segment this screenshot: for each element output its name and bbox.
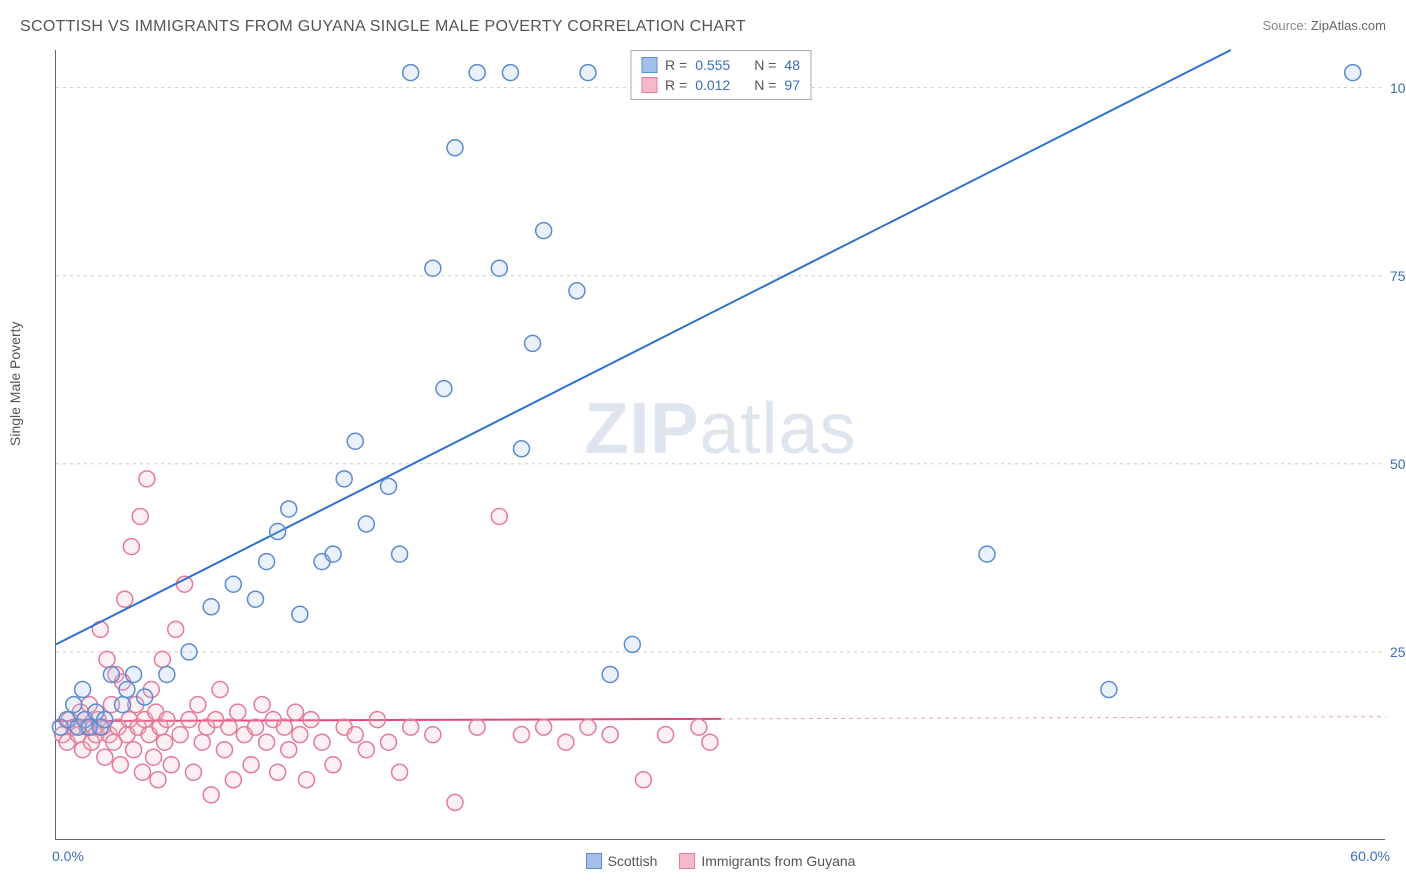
chart-title: SCOTTISH VS IMMIGRANTS FROM GUYANA SINGL… xyxy=(20,18,746,36)
y-tick-label: 50.0% xyxy=(1390,456,1406,472)
r-value-scottish: 0.555 xyxy=(695,57,730,73)
r-value-guyana: 0.012 xyxy=(695,77,730,93)
swatch-scottish-icon xyxy=(586,853,602,869)
x-tick-label: 60.0% xyxy=(1350,848,1390,864)
swatch-guyana xyxy=(641,77,657,93)
swatch-guyana-icon xyxy=(679,853,695,869)
y-tick-label: 75.0% xyxy=(1390,268,1406,284)
y-axis-label: Single Male Poverty xyxy=(7,321,23,446)
source-label: Source: xyxy=(1262,18,1310,33)
legend-row-guyana: R = 0.012 N = 97 xyxy=(641,75,800,95)
legend-label-guyana: Immigrants from Guyana xyxy=(701,853,855,869)
r-label: R = xyxy=(665,77,687,93)
series-legend: Scottish Immigrants from Guyana xyxy=(586,853,856,869)
source-attribution: Source: ZipAtlas.com xyxy=(1262,18,1386,33)
legend-item-guyana: Immigrants from Guyana xyxy=(679,853,855,869)
n-value-guyana: 97 xyxy=(784,77,800,93)
n-label: N = xyxy=(754,57,776,73)
chart-svg xyxy=(56,50,1385,839)
legend-item-scottish: Scottish xyxy=(586,853,658,869)
source-value: ZipAtlas.com xyxy=(1311,18,1386,33)
legend-row-scottish: R = 0.555 N = 48 xyxy=(641,55,800,75)
y-tick-label: 100.0% xyxy=(1390,80,1406,96)
correlation-legend: R = 0.555 N = 48 R = 0.012 N = 97 xyxy=(630,50,811,100)
n-value-scottish: 48 xyxy=(784,57,800,73)
plot-area: ZIPatlas R = 0.555 N = 48 R = 0.012 N = … xyxy=(55,50,1385,840)
chart-container: SCOTTISH VS IMMIGRANTS FROM GUYANA SINGL… xyxy=(0,0,1406,892)
swatch-scottish xyxy=(641,57,657,73)
legend-label-scottish: Scottish xyxy=(608,853,658,869)
x-tick-label: 0.0% xyxy=(52,848,84,864)
r-label: R = xyxy=(665,57,687,73)
n-label: N = xyxy=(754,77,776,93)
y-tick-label: 25.0% xyxy=(1390,644,1406,660)
